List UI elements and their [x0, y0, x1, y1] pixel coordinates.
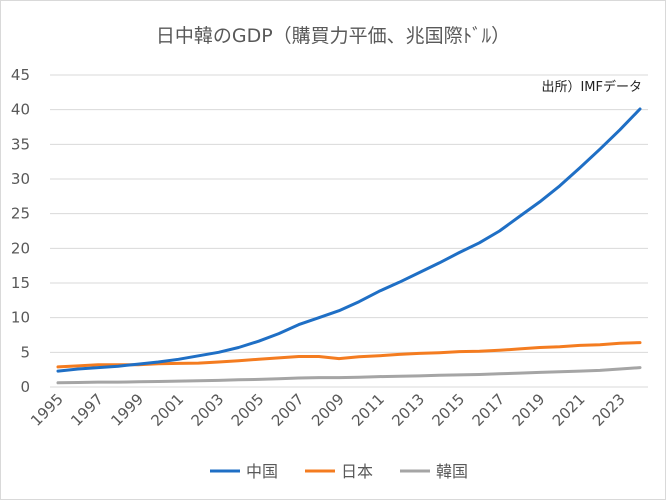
x-tick-label: 2015 — [428, 390, 468, 430]
y-tick-label: 5 — [20, 343, 30, 361]
x-tick-label: 2017 — [469, 390, 509, 430]
x-tick-label: 2023 — [589, 390, 629, 430]
source-note: 出所）IMFデータ — [541, 79, 642, 95]
x-tick-label: 2009 — [308, 390, 348, 430]
series-line-0 — [56, 107, 642, 373]
x-tick-label: 2001 — [148, 390, 188, 430]
y-tick-label: 0 — [20, 378, 30, 396]
y-tick-label: 45 — [11, 66, 30, 84]
y-tick-label: 10 — [11, 309, 30, 327]
y-tick-label: 40 — [11, 101, 30, 119]
x-tick-label: 1997 — [67, 390, 107, 430]
x-tick-label: 2013 — [388, 390, 428, 430]
chart-title: 日中韓のGDP（購買力平価、兆国際ﾄﾞﾙ） — [156, 25, 510, 47]
y-tick-label: 15 — [11, 274, 30, 292]
y-tick-label: 20 — [11, 239, 30, 257]
y-tick-label: 30 — [11, 170, 30, 188]
y-tick-label: 35 — [11, 135, 30, 153]
legend-label: 日本 — [341, 462, 373, 481]
x-tick-label: 2005 — [228, 390, 268, 430]
series-line-2 — [56, 366, 642, 385]
legend-label: 中国 — [246, 462, 278, 481]
x-tick-label: 1999 — [107, 390, 147, 430]
legend-label: 韓国 — [436, 462, 468, 481]
y-tick-label: 25 — [11, 205, 30, 223]
x-tick-label: 2007 — [268, 390, 308, 430]
x-tick-label: 2021 — [549, 390, 589, 430]
x-tick-label: 2003 — [188, 390, 228, 430]
x-tick-label: 1995 — [27, 390, 67, 430]
series-line-1 — [56, 341, 642, 369]
x-tick-label: 2011 — [348, 390, 388, 430]
x-tick-label: 2019 — [509, 390, 549, 430]
